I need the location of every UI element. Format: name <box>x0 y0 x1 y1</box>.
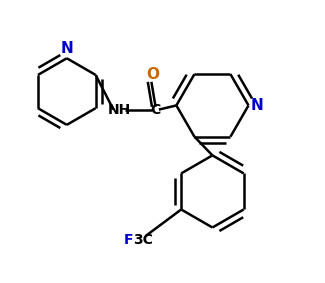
Text: C: C <box>150 103 161 117</box>
Text: 3C: 3C <box>133 233 153 247</box>
Text: NH: NH <box>108 103 131 117</box>
Text: N: N <box>251 98 264 113</box>
Text: F: F <box>124 233 133 247</box>
Text: O: O <box>146 67 159 82</box>
Text: N: N <box>60 41 73 56</box>
